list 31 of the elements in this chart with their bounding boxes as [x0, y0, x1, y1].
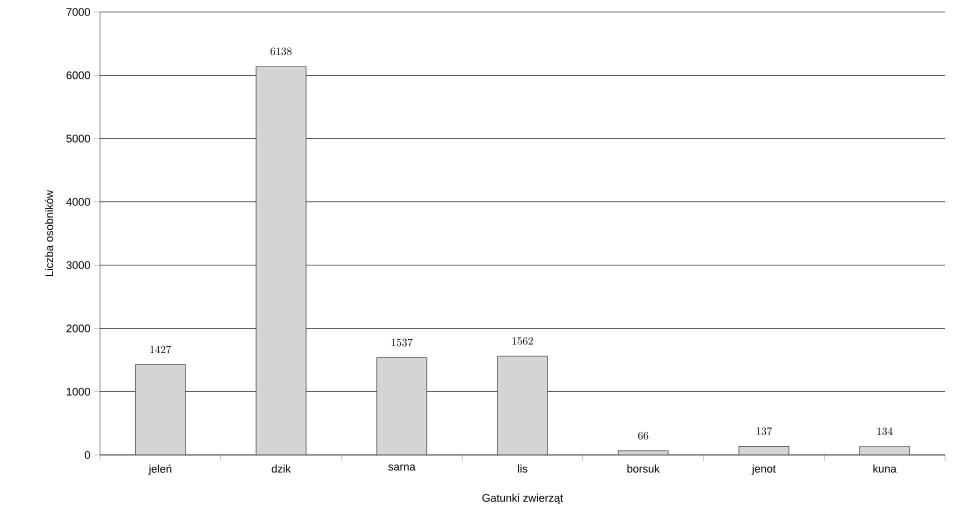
y-tick-label: 0	[84, 451, 90, 459]
y-tick-label: 4000	[66, 198, 90, 206]
y-axis-title: Liczba osobników	[44, 190, 54, 276]
bar	[376, 357, 428, 455]
bar	[859, 446, 910, 455]
data-label: 137	[756, 427, 772, 435]
data-label: 1427	[150, 346, 172, 354]
y-tick-label: 1000	[66, 388, 90, 396]
y-tick-label: 3000	[66, 261, 90, 270]
bar	[618, 450, 669, 455]
data-label: 1562	[512, 337, 533, 345]
x-tick-label: dzik	[272, 464, 291, 473]
y-tick-label: 6000	[66, 71, 90, 80]
data-label: 134	[877, 427, 893, 436]
x-tick-label: borsuk	[627, 464, 660, 473]
x-axis-title: Gatunki zwierząt	[482, 494, 564, 504]
x-tick-label: kuna	[873, 464, 897, 473]
x-tick-label: jeleń	[148, 464, 172, 475]
x-tick-label: sarna	[388, 464, 416, 471]
bar	[256, 66, 306, 455]
y-tick-label: 5000	[66, 134, 90, 142]
bar	[738, 446, 790, 455]
bar	[497, 356, 548, 455]
y-tick-label: 2000	[66, 324, 90, 332]
x-tick-label: jenot	[752, 464, 776, 475]
bar	[135, 364, 186, 455]
data-label: 1537	[392, 338, 413, 346]
data-label: 6138	[270, 48, 292, 56]
data-label: 66	[638, 432, 648, 440]
x-tick-label: lis	[518, 464, 528, 473]
y-tick-label: 7000	[66, 8, 90, 16]
